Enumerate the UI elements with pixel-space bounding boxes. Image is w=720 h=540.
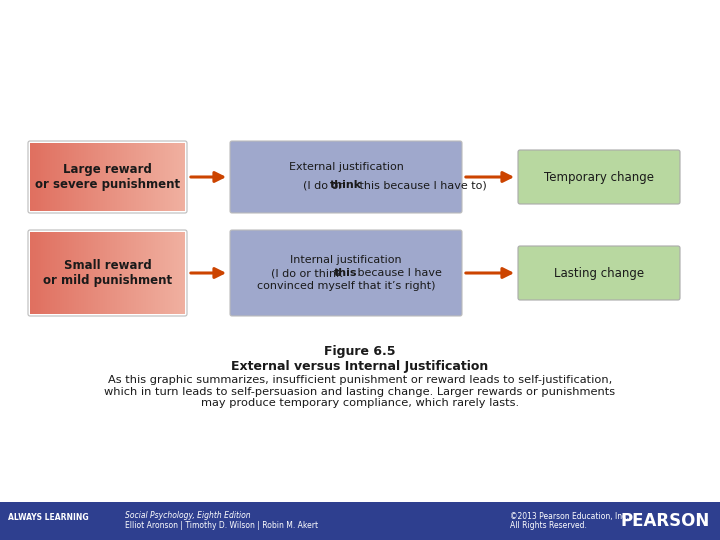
Text: External justification: External justification <box>289 162 403 172</box>
Text: this: this <box>334 268 358 278</box>
Text: Small reward
or mild punishment: Small reward or mild punishment <box>43 259 172 287</box>
Text: because I have: because I have <box>354 268 442 278</box>
Text: think: think <box>330 180 362 190</box>
Text: Social Psychology, Eighth Edition: Social Psychology, Eighth Edition <box>125 511 251 521</box>
Text: ©2013 Pearson Education, Inc.: ©2013 Pearson Education, Inc. <box>510 511 629 521</box>
Text: External versus Internal Justification: External versus Internal Justification <box>231 360 489 373</box>
Text: (I do or: (I do or <box>302 180 346 190</box>
Text: Lasting change: Lasting change <box>554 267 644 280</box>
Text: Internal justification: Internal justification <box>290 255 402 265</box>
Text: PEARSON: PEARSON <box>621 512 710 530</box>
Text: convinced myself that it’s right): convinced myself that it’s right) <box>257 281 436 291</box>
Text: Temporary change: Temporary change <box>544 171 654 184</box>
Bar <box>0 502 720 540</box>
Text: Elliot Aronson | Timothy D. Wilson | Robin M. Akert: Elliot Aronson | Timothy D. Wilson | Rob… <box>125 521 318 530</box>
Text: Figure 6.5: Figure 6.5 <box>324 345 396 358</box>
Text: As this graphic summarizes, insufficient punishment or reward leads to self-just: As this graphic summarizes, insufficient… <box>104 375 616 408</box>
FancyBboxPatch shape <box>518 150 680 204</box>
Text: All Rights Reserved.: All Rights Reserved. <box>510 521 587 530</box>
Text: this because I have to): this because I have to) <box>356 180 487 190</box>
FancyBboxPatch shape <box>230 141 462 213</box>
Text: (I do or think: (I do or think <box>271 268 346 278</box>
FancyBboxPatch shape <box>518 246 680 300</box>
FancyBboxPatch shape <box>230 230 462 316</box>
Text: Large reward
or severe punishment: Large reward or severe punishment <box>35 163 180 191</box>
Text: ALWAYS LEARNING: ALWAYS LEARNING <box>8 514 89 523</box>
